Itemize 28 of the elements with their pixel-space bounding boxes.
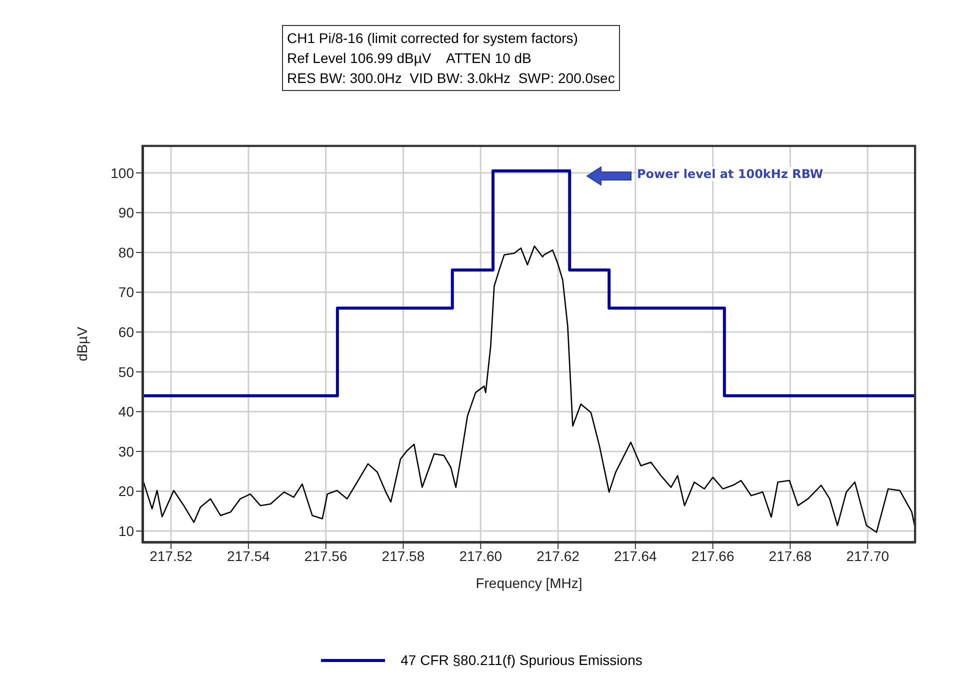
x-axis-title: Frequency [MHz] — [476, 575, 582, 591]
y-tick-label: 70 — [118, 284, 134, 300]
x-tick-label: 217.54 — [227, 548, 270, 564]
legend-label: 47 CFR §80.211(f) Spurious Emissions — [400, 652, 642, 668]
y-tick-label: 20 — [118, 483, 134, 500]
y-tick-label: 60 — [118, 324, 134, 340]
y-tick-label: 80 — [118, 244, 134, 260]
annotation: Power level at 100kHz RBW — [637, 167, 824, 181]
text: RES BW: 300.0Hz VID BW: 3.0kHz SWP: 200.0sec — [287, 69, 615, 88]
x-tick-label: 217.68 — [768, 548, 812, 564]
y-tick-label: 50 — [118, 364, 134, 380]
y-tick-label: 90 — [118, 204, 134, 221]
x-tick-label: 217.64 — [614, 548, 658, 564]
y-axis-title: dBµV — [74, 326, 90, 362]
y-tick-label: 10 — [118, 523, 134, 540]
x-tick-label: 217.60 — [459, 548, 502, 564]
x-tick-label: 217.56 — [304, 548, 348, 564]
x-tick-label: 217.52 — [150, 548, 193, 564]
line-series — [142, 245, 916, 533]
chart-subtitle: Ref Level 106.99 dBµV ATTEN 10 dB — [287, 49, 532, 68]
y-tick-label: 100 — [110, 164, 134, 181]
x-tick-label: 217.66 — [691, 548, 734, 564]
x-tick-label: 217.58 — [382, 548, 425, 564]
x-tick-label: 217.62 — [536, 548, 580, 564]
y-tick-label: 40 — [118, 404, 134, 420]
chart-title: CH1 Pi/8-16 (limit corrected for system factors) — [287, 29, 579, 48]
y-tick-label: 30 — [118, 443, 134, 460]
x-tick-label: 217.70 — [846, 548, 890, 564]
